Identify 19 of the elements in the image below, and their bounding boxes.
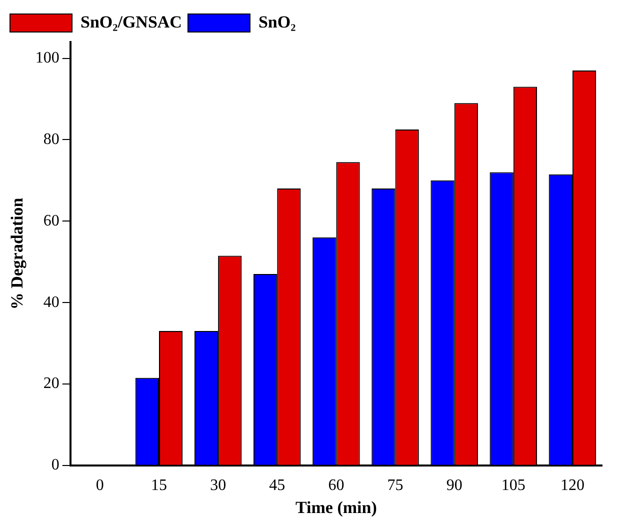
x-tick-label: 0 xyxy=(96,477,104,494)
x-tick-label: 45 xyxy=(269,477,286,494)
x-tick-label: 90 xyxy=(446,477,462,494)
x-tick-label: 60 xyxy=(328,477,344,494)
legend-label: SnO₂/GNSAC xyxy=(80,12,182,32)
y-tick-label: 0 xyxy=(51,456,60,474)
y-tick-label: 80 xyxy=(43,130,60,148)
x-tick-label: 120 xyxy=(560,477,584,494)
legend-label: SnO₂ xyxy=(258,12,296,32)
y-tick-label: 20 xyxy=(43,375,60,392)
y-tick-label: 100 xyxy=(35,49,60,66)
y-axis-title: % Degradation xyxy=(8,197,27,310)
y-tick-label: 60 xyxy=(43,212,60,230)
x-axis-title: Time (min) xyxy=(296,498,377,518)
x-tick-label: 105 xyxy=(501,477,526,494)
y-tick-label: 40 xyxy=(43,294,60,311)
x-tick-label: 75 xyxy=(387,477,404,494)
x-tick-label: 15 xyxy=(151,477,167,494)
x-tick-label: 30 xyxy=(210,477,226,494)
